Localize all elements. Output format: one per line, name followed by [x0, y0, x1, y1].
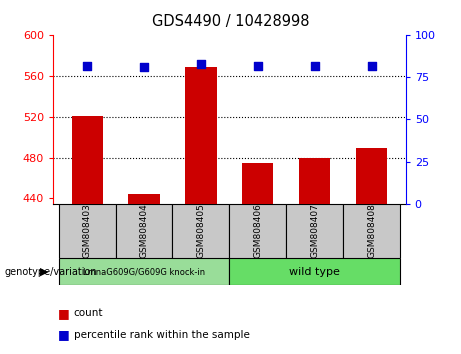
Point: [311, 63, 319, 68]
Bar: [71, 116, 103, 204]
Bar: [230, 204, 286, 258]
Bar: [59, 258, 230, 285]
Text: count: count: [74, 308, 103, 318]
Text: LmnaG609G/G609G knock-in: LmnaG609G/G609G knock-in: [83, 267, 205, 276]
Point: [254, 63, 261, 68]
Text: GDS4490 / 10428998: GDS4490 / 10428998: [152, 14, 309, 29]
Text: ■: ■: [58, 328, 69, 341]
Text: genotype/variation: genotype/variation: [5, 267, 97, 277]
Point: [83, 63, 91, 68]
Bar: [230, 258, 400, 285]
Text: GSM808403: GSM808403: [83, 204, 92, 258]
Bar: [185, 67, 217, 204]
Bar: [286, 204, 343, 258]
Bar: [356, 148, 387, 204]
Point: [197, 61, 205, 67]
Bar: [242, 163, 273, 204]
Bar: [128, 194, 160, 204]
Text: GSM808408: GSM808408: [367, 204, 376, 258]
Bar: [343, 204, 400, 258]
Text: ■: ■: [58, 307, 69, 320]
Text: GSM808406: GSM808406: [253, 204, 262, 258]
Bar: [116, 204, 172, 258]
Text: wild type: wild type: [289, 267, 340, 277]
Point: [368, 63, 375, 68]
Text: GSM808405: GSM808405: [196, 204, 206, 258]
Point: [140, 64, 148, 70]
Text: ▶: ▶: [40, 267, 48, 277]
Text: percentile rank within the sample: percentile rank within the sample: [74, 330, 250, 339]
Bar: [172, 204, 230, 258]
Text: GSM808404: GSM808404: [140, 204, 148, 258]
Text: GSM808407: GSM808407: [310, 204, 319, 258]
Bar: [299, 158, 331, 204]
Bar: [59, 204, 116, 258]
